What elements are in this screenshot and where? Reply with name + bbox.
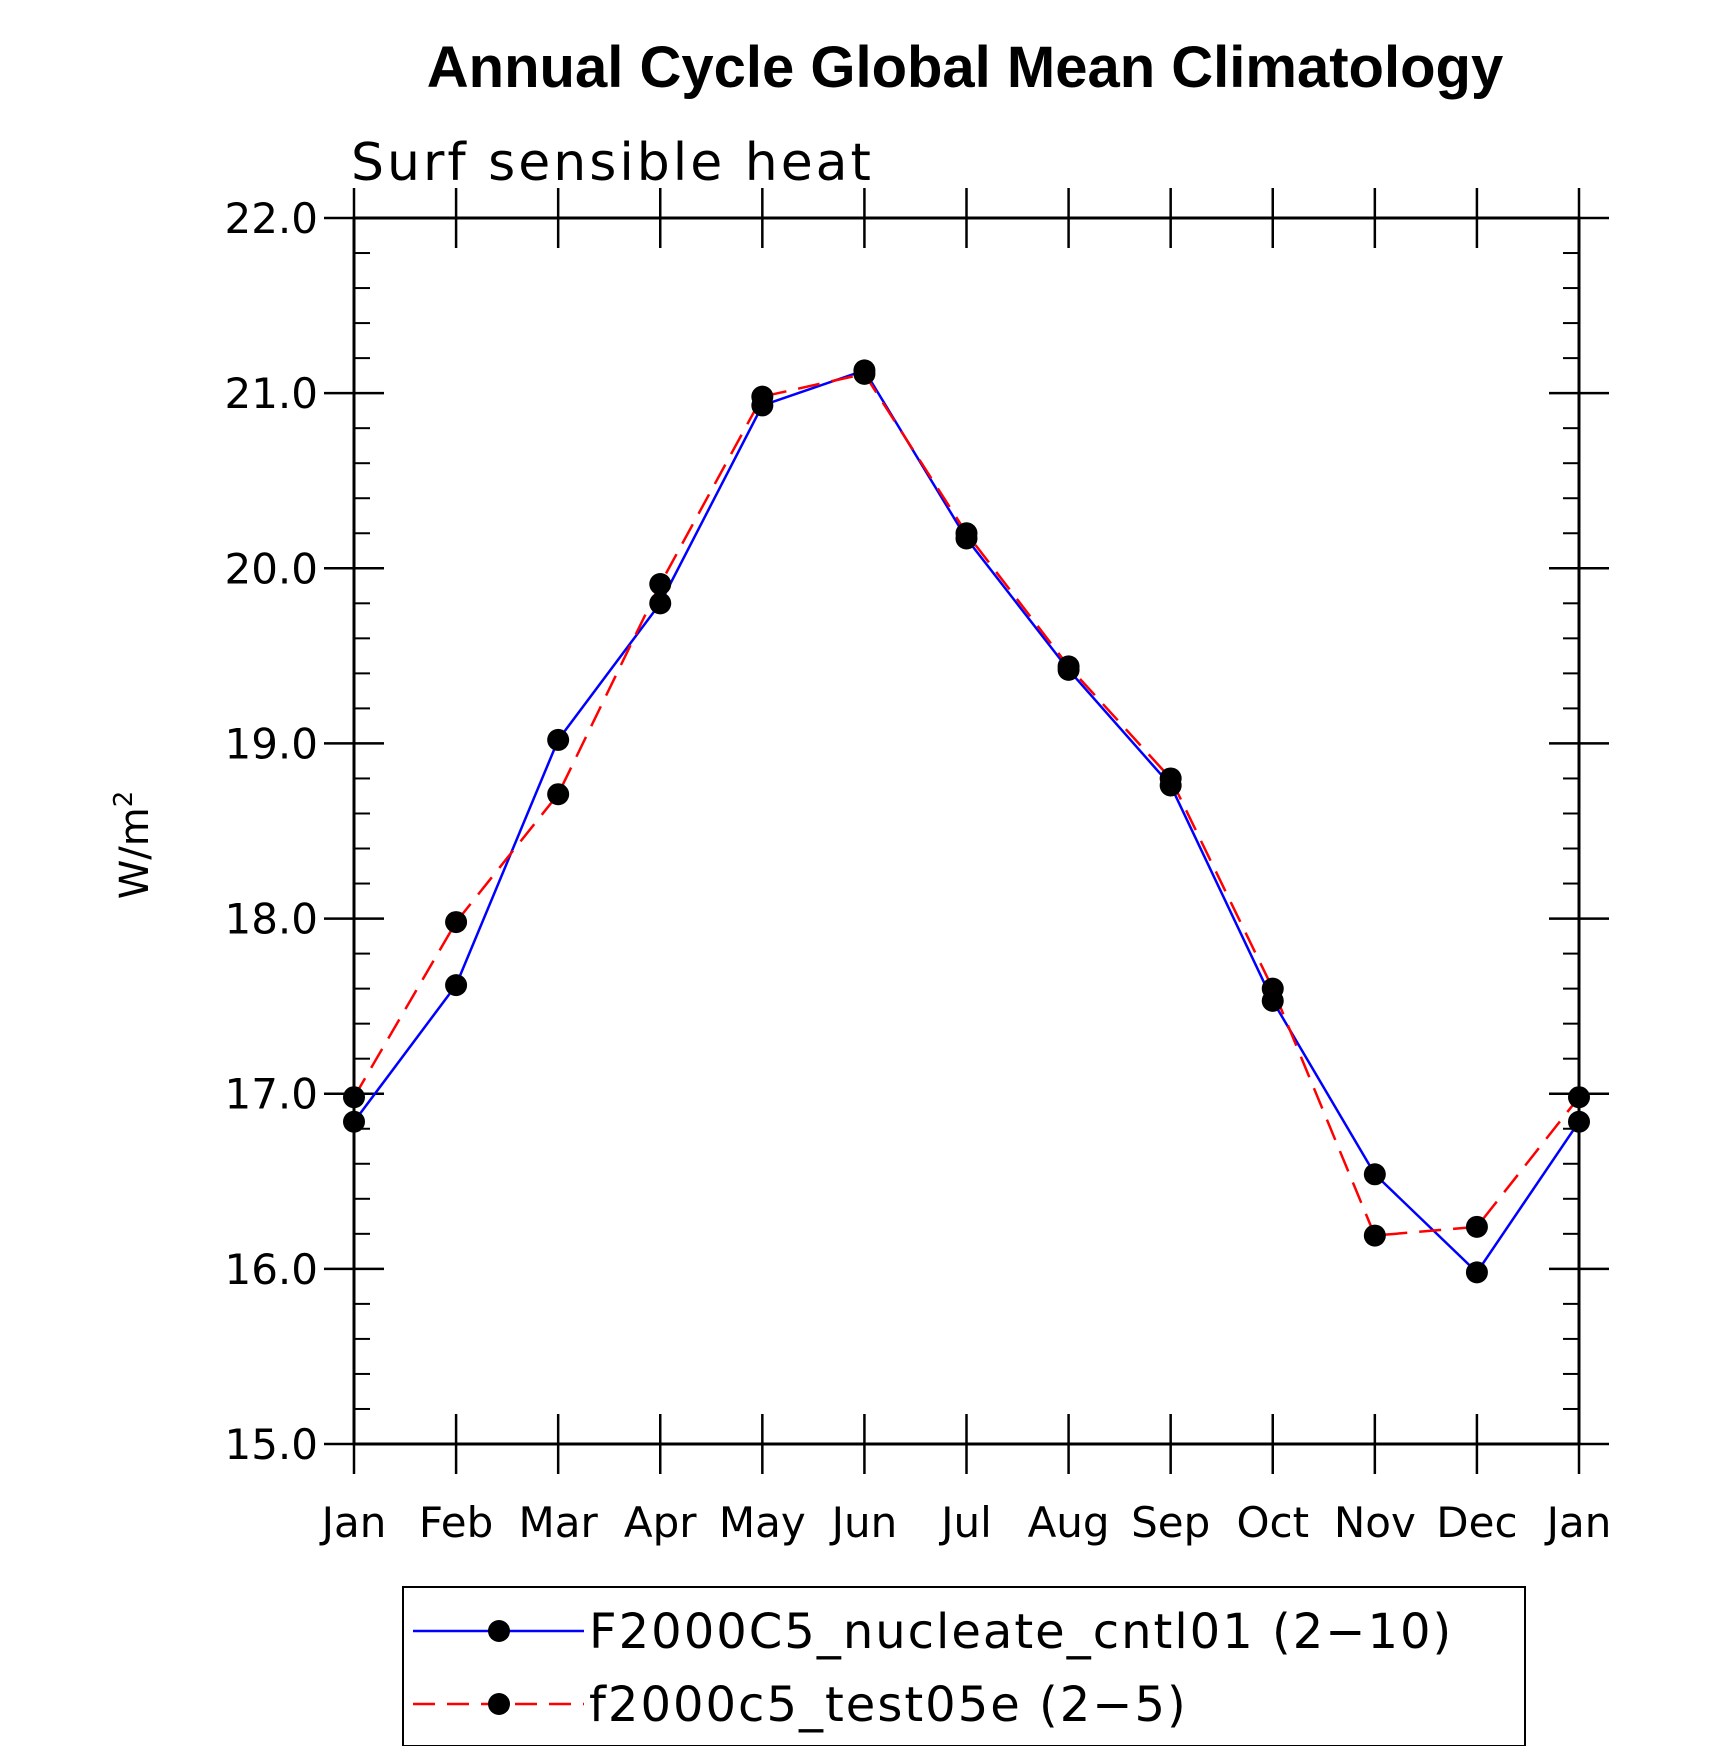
chart-title: Annual Cycle Global Mean Climatology — [427, 35, 1503, 100]
x-tick-label: Dec — [1436, 1498, 1517, 1547]
x-tick-label: Aug — [1028, 1498, 1110, 1547]
y-tick-label: 21.0 — [224, 369, 318, 418]
data-point-series-2 — [853, 362, 876, 385]
x-tick-label: Sep — [1131, 1498, 1210, 1547]
chart-subtitle: Surf sensible heat — [351, 133, 874, 193]
series-line-1 — [352, 368, 1581, 1275]
legend-label-2: f2000c5_test05e (2−5) — [589, 1677, 1188, 1733]
x-tick-labels: Jan Feb Mar Apr May Jun Jul Aug Sep Oct Nov Dec Jan — [319, 1498, 1612, 1547]
x-tick-label: May — [719, 1498, 806, 1547]
data-point-series-1 — [1568, 1110, 1590, 1133]
data-point-series-2 — [1465, 1215, 1488, 1238]
x-tick-label: Mar — [519, 1498, 599, 1547]
legend-marker-2 — [488, 1693, 510, 1715]
data-point-series-2 — [547, 783, 570, 806]
legend: F2000C5_nucleate_cntl01 (2−10) f2000c5_te… — [402, 1586, 1526, 1746]
data-point-series-1 — [445, 974, 468, 997]
y-tick-label: 20.0 — [224, 544, 318, 593]
series-markers — [343, 359, 1590, 1284]
data-point-series-2 — [1057, 655, 1080, 678]
data-point-series-2 — [751, 385, 774, 408]
y-tick-label: 16.0 — [224, 1245, 318, 1294]
data-point-series-1 — [1465, 1261, 1488, 1284]
data-point-series-2 — [1568, 1086, 1590, 1109]
y-tick-label: 17.0 — [224, 1070, 318, 1119]
series-lines — [352, 368, 1581, 1275]
data-point-series-1 — [1363, 1163, 1386, 1186]
data-point-series-2 — [1363, 1224, 1386, 1247]
y-tick-label: 18.0 — [224, 895, 318, 944]
data-point-series-2 — [445, 911, 468, 934]
data-point-series-1 — [343, 1110, 365, 1133]
y-axis-label: W/m2 — [109, 791, 158, 900]
x-tick-label: Jun — [829, 1498, 898, 1547]
data-point-series-1 — [547, 728, 570, 751]
data-point-series-2 — [343, 1086, 365, 1109]
data-point-series-2 — [1261, 977, 1284, 1000]
data-point-series-2 — [649, 573, 672, 596]
plot-frame — [352, 216, 1581, 1446]
x-tick-label: Oct — [1236, 1498, 1309, 1547]
series-line-2 — [352, 372, 1580, 1237]
legend-box — [402, 1586, 1526, 1746]
x-tick-label: Feb — [419, 1498, 493, 1547]
data-point-series-2 — [1159, 767, 1182, 790]
y-tick-labels: 15.0 16.0 17.0 18.0 19.0 20.0 21.0 22.0 — [224, 194, 318, 1469]
y-tick-label: 19.0 — [224, 719, 318, 768]
y-axis-label-superscript: 2 — [109, 791, 139, 808]
data-point-series-1 — [649, 592, 672, 615]
x-tick-label: Nov — [1334, 1498, 1416, 1547]
x-tick-label: Jul — [938, 1498, 992, 1547]
y-tick-label: 15.0 — [224, 1420, 318, 1469]
x-tick-label: Jan — [319, 1498, 387, 1547]
x-tick-label: Apr — [624, 1498, 697, 1547]
axes — [324, 188, 1609, 1474]
legend-marker-1 — [488, 1620, 510, 1642]
y-tick-label: 22.0 — [224, 194, 318, 243]
x-tick-label: Jan — [1544, 1498, 1612, 1547]
data-point-series-2 — [955, 522, 978, 545]
legend-label-1: F2000C5_nucleate_cntl01 (2−10) — [589, 1604, 1453, 1660]
